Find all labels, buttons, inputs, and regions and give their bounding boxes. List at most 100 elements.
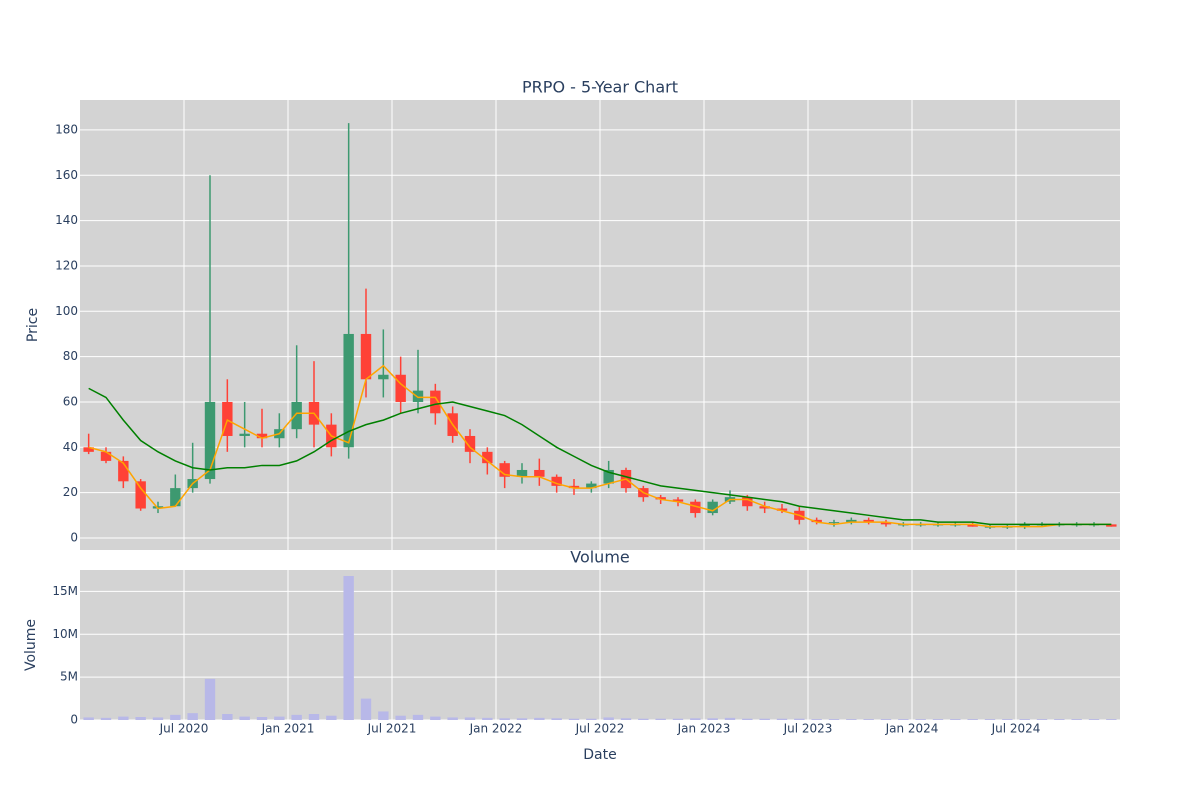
volume-bar [412, 714, 424, 720]
y-tick-label: 20 [63, 485, 78, 499]
candle-body [534, 469, 545, 477]
volume-bar [603, 717, 614, 720]
candle-body [291, 401, 302, 430]
candle-body [863, 519, 874, 523]
candle-body [759, 506, 770, 509]
candle-body [880, 522, 892, 525]
volume-bar [967, 719, 978, 720]
candle-body [204, 401, 216, 480]
volume-bar [776, 718, 788, 720]
volume-bar [395, 715, 406, 720]
volume-bar [620, 718, 632, 720]
volume-bar [724, 717, 736, 720]
volume-bar [1088, 719, 1100, 720]
candle-body [482, 451, 493, 464]
volume-bar [291, 714, 302, 720]
volume-bar [759, 718, 770, 720]
volume-bar [672, 718, 684, 720]
volume-bar [794, 718, 805, 720]
candle-body [395, 374, 406, 402]
volume-bar [499, 718, 510, 720]
candle-body [776, 508, 788, 511]
volume-bar [464, 717, 476, 720]
volume-bar [135, 717, 146, 720]
candle-body [707, 501, 718, 514]
candle-body [378, 374, 389, 380]
y-tick-label: 160 [55, 168, 78, 182]
volume-bar [984, 719, 996, 720]
x-tick-label: Jan 2024 [885, 722, 939, 736]
volume-bar [170, 714, 181, 720]
y-tick-label: 100 [55, 304, 78, 318]
volume-bar [1036, 719, 1048, 720]
x-tick-label: Jul 2023 [783, 722, 833, 736]
y-tick-label: 60 [63, 394, 78, 408]
candle-body [135, 481, 146, 509]
candle-body [256, 433, 268, 439]
y-tick-label: 15M [52, 584, 78, 598]
volume-bar [430, 716, 441, 720]
candle-body [828, 522, 840, 524]
volume-bar [187, 713, 198, 720]
volume-bar [447, 717, 458, 720]
candle-body [551, 476, 562, 486]
x-tick-label: Jan 2021 [261, 722, 315, 736]
y-tick-label: 40 [63, 440, 78, 454]
y-axis-label: Volume [23, 619, 39, 671]
volume-bar [482, 717, 493, 720]
volume-bar [915, 719, 926, 720]
volume-bar [100, 717, 112, 720]
volume-bar [880, 719, 892, 720]
candle-body [811, 519, 822, 523]
volume-bar [118, 716, 129, 720]
volume-bar [1106, 719, 1117, 720]
candle-body [1106, 524, 1117, 527]
candle-body [603, 469, 614, 484]
candle-body [83, 447, 94, 452]
volume-bar [1002, 719, 1013, 720]
x-tick-label: Jul 2021 [367, 722, 417, 736]
candle-body [430, 390, 441, 414]
candle-body [846, 519, 857, 523]
y-tick-label: 180 [55, 122, 78, 136]
volume-bar [828, 719, 840, 720]
volume-bar [204, 678, 216, 720]
volume-bar [360, 698, 372, 720]
volume-bar [863, 719, 874, 720]
volume-bar [898, 719, 909, 720]
candle-body [464, 435, 476, 452]
candle-body [222, 401, 233, 436]
volume-bar [516, 718, 528, 720]
y-tick-label: 0 [70, 713, 78, 727]
y-axis-label: Price [25, 308, 41, 342]
volume-bar [551, 718, 562, 720]
y-tick-label: 80 [63, 349, 78, 363]
volume-bar [568, 718, 580, 720]
candle-body [655, 497, 666, 500]
volume-bar [586, 718, 597, 720]
volume-bar [343, 576, 354, 720]
volume-bar [742, 718, 753, 720]
x-tick-label: Jul 2022 [575, 722, 625, 736]
volume-bar [256, 717, 268, 720]
moving-average-line [88, 364, 1112, 528]
volume-bar [1071, 719, 1082, 720]
candle-body [499, 463, 510, 477]
candle-body [516, 469, 528, 477]
candle-body [672, 499, 684, 502]
y-tick-label: 140 [55, 213, 78, 227]
candle-body [742, 497, 753, 507]
candle-body [360, 333, 372, 380]
volume-bar [326, 715, 337, 720]
y-tick-label: 120 [55, 258, 78, 272]
volume-bar [655, 718, 666, 720]
y-tick-label: 10M [52, 627, 78, 641]
candle-body [568, 485, 580, 489]
candle-body [586, 483, 597, 489]
candle-body [343, 333, 354, 448]
volume-bar [932, 719, 944, 720]
candle-body [100, 451, 112, 461]
volume-bar [534, 717, 545, 720]
candle-body [690, 501, 701, 514]
